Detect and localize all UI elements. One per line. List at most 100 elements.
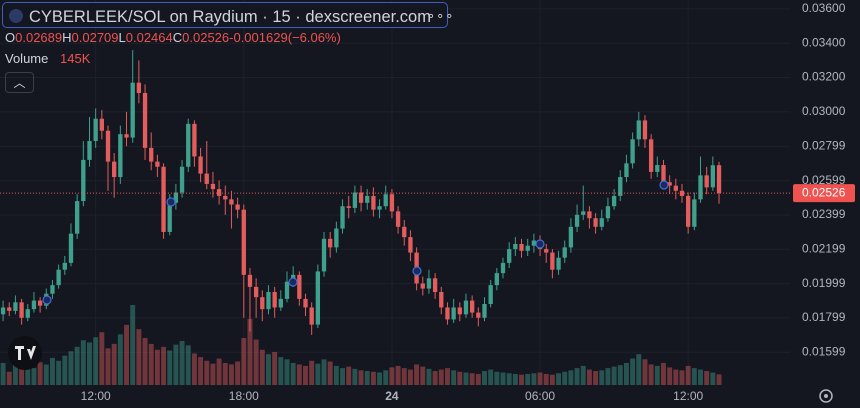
candle-body (636, 120, 641, 140)
candle-body (68, 233, 74, 263)
candle-body (531, 240, 537, 246)
volume-bar (154, 349, 160, 385)
volume-bar (438, 369, 444, 385)
x-tick-label: 12:00 (673, 389, 703, 403)
volume-bar (210, 363, 216, 385)
x-tick-label: 06:00 (525, 389, 555, 403)
volume-bar (562, 371, 568, 385)
candle-body (112, 161, 117, 178)
candle-body (25, 309, 30, 318)
volume-bar (469, 373, 475, 385)
x-tick-label: 18:00 (229, 389, 259, 403)
candle-body (179, 166, 185, 193)
volume-bar (241, 338, 247, 385)
volume-bar (124, 324, 129, 385)
candle-body (439, 292, 444, 308)
volume-bar (253, 339, 259, 385)
volume-bar (661, 362, 666, 385)
candle-body (167, 202, 172, 232)
volume-title: Volume (5, 51, 49, 66)
candle-body (204, 173, 209, 184)
volume-bar (12, 354, 18, 385)
candle-body (599, 218, 604, 227)
candle-body (611, 195, 617, 207)
change-percent: (−6.06%) (287, 30, 341, 45)
tradingview-logo[interactable] (8, 336, 42, 370)
axes: 0.03600 0.03400 0.03200 0.03000 0.02799 0.025… (0, 1, 855, 403)
candle-body (494, 273, 499, 286)
candle-body (99, 118, 104, 131)
candle-body (432, 278, 438, 293)
volume-bar (272, 351, 278, 385)
candle-body (661, 165, 666, 183)
symbol-box[interactable]: CYBERLEEK/SOL on Raydium · 15 · dexscree… (2, 2, 453, 28)
event-marker (42, 295, 52, 305)
ohlc-label: C (172, 30, 183, 45)
y-tick-label: 0.01799 (802, 310, 846, 324)
volume-bar (111, 343, 117, 385)
volume-bar (574, 368, 580, 385)
volume-bar (654, 365, 660, 385)
candle-body (568, 226, 574, 248)
volume-bar (605, 368, 611, 385)
volume-bar (278, 357, 284, 385)
candle-body (87, 141, 92, 160)
volume-bar (216, 358, 222, 385)
candle-body (624, 163, 629, 178)
volume-bar (358, 370, 364, 385)
ohlc-label: L (118, 30, 126, 45)
candle-body (445, 307, 450, 320)
candle-body (105, 130, 111, 162)
candle-body (426, 278, 432, 289)
candle-body (574, 214, 580, 227)
volume-bar (87, 342, 92, 385)
candle-body (371, 195, 376, 210)
volume-bar (247, 318, 253, 385)
volume-bar (173, 344, 179, 385)
logo-circle (8, 336, 42, 370)
candle-body (161, 166, 166, 232)
volume-bar (315, 363, 321, 385)
volume-legend: Volume 145K (5, 51, 96, 66)
volume-bar (43, 364, 49, 385)
candle-body (260, 297, 265, 310)
candle-body (192, 123, 197, 157)
candle-body (655, 165, 660, 172)
volume-bar (80, 340, 86, 385)
volume-bar (623, 362, 629, 385)
volume-bar (136, 329, 142, 385)
event-marker (659, 180, 669, 190)
volume-bar (105, 348, 111, 385)
volume-bar (228, 364, 234, 385)
symbol-title: CYBERLEEK/SOL on Raydium · 15 · dexscree… (29, 8, 431, 26)
volume-bar (383, 370, 389, 385)
candle-body (0, 307, 6, 315)
volume-bar (142, 338, 148, 385)
volume-bar (389, 367, 395, 385)
candle-body (272, 292, 277, 308)
volume-bar (0, 362, 6, 385)
candle-body (216, 189, 222, 196)
volume-bar (691, 368, 697, 385)
ohlc-label: O (5, 30, 16, 45)
logo-mark (15, 346, 36, 360)
candle-body (278, 298, 283, 308)
collapse-button[interactable]: ︿ (5, 72, 34, 93)
volume-bar (698, 369, 703, 385)
volume-bar (556, 373, 562, 385)
x-tick-label: 24 (385, 389, 399, 403)
candle-body (667, 182, 672, 186)
settings-button[interactable] (819, 389, 833, 403)
candles (0, 50, 722, 335)
volume-bar (235, 361, 241, 385)
candle-body (710, 165, 716, 188)
candle-body (513, 243, 518, 250)
volume-bar (494, 371, 500, 385)
volume-bar (99, 332, 105, 385)
volume-bar (432, 371, 438, 385)
last-price-label: 0.02526 (802, 185, 846, 199)
volume-bar (259, 349, 265, 385)
volume-bar (191, 353, 197, 385)
ohlc-label: H (62, 30, 72, 45)
